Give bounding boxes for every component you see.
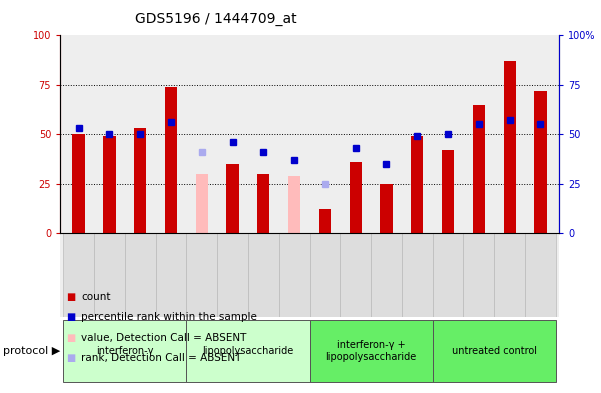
Bar	[257, 174, 269, 233]
Bar	[125, 233, 156, 317]
Bar	[134, 128, 146, 233]
Bar	[156, 233, 186, 317]
Text: protocol ▶: protocol ▶	[3, 346, 60, 356]
Bar	[525, 233, 556, 317]
Bar	[195, 174, 208, 233]
Bar	[411, 136, 424, 233]
FancyBboxPatch shape	[310, 320, 433, 382]
Bar	[340, 233, 371, 317]
Text: value, Detection Call = ABSENT: value, Detection Call = ABSENT	[81, 332, 246, 343]
Bar	[94, 233, 125, 317]
Bar	[63, 233, 94, 317]
Bar	[534, 91, 547, 233]
FancyBboxPatch shape	[433, 320, 556, 382]
Text: interferon-γ +
lipopolysaccharide: interferon-γ + lipopolysaccharide	[326, 340, 416, 362]
Text: GDS5196 / 1444709_at: GDS5196 / 1444709_at	[135, 11, 296, 26]
Bar	[165, 87, 177, 233]
Bar	[227, 164, 239, 233]
Text: ■: ■	[66, 332, 75, 343]
Bar	[433, 233, 463, 317]
FancyBboxPatch shape	[186, 320, 310, 382]
Bar	[494, 233, 525, 317]
Bar	[402, 233, 433, 317]
Bar	[380, 184, 392, 233]
Bar	[319, 209, 331, 233]
Bar	[217, 233, 248, 317]
Bar	[288, 176, 300, 233]
Text: ■: ■	[66, 312, 75, 322]
Text: percentile rank within the sample: percentile rank within the sample	[81, 312, 257, 322]
Bar	[248, 233, 279, 317]
Bar	[504, 61, 516, 233]
FancyBboxPatch shape	[63, 320, 186, 382]
Bar	[310, 233, 340, 317]
Bar	[473, 105, 485, 233]
Text: lipopolysaccharide: lipopolysaccharide	[203, 346, 293, 356]
Bar	[371, 233, 402, 317]
Bar	[103, 136, 115, 233]
Bar	[463, 233, 494, 317]
Text: count: count	[81, 292, 111, 302]
Bar	[350, 162, 362, 233]
Bar	[72, 134, 85, 233]
Text: ■: ■	[66, 353, 75, 363]
Text: ■: ■	[66, 292, 75, 302]
Bar	[442, 150, 454, 233]
Text: interferon-γ: interferon-γ	[96, 346, 153, 356]
Bar	[279, 233, 310, 317]
Bar	[186, 233, 217, 317]
Text: rank, Detection Call = ABSENT: rank, Detection Call = ABSENT	[81, 353, 242, 363]
Text: untreated control: untreated control	[452, 346, 537, 356]
